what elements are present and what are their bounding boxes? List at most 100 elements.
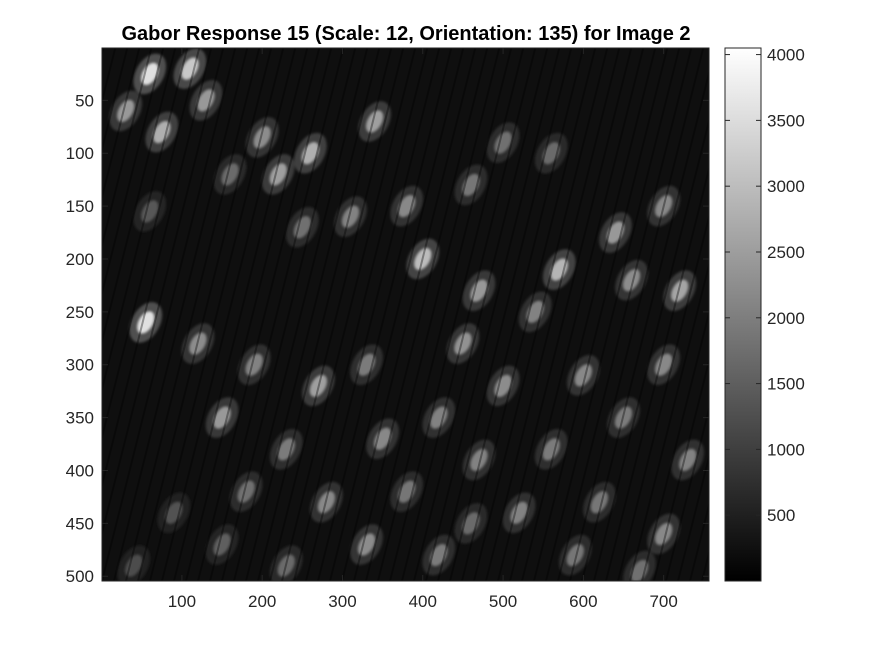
texture-stripe <box>389 48 525 581</box>
texture-stripe <box>425 48 561 581</box>
blob-core <box>414 248 432 270</box>
blob-core <box>141 200 159 223</box>
y-tick-label: 350 <box>66 409 94 428</box>
heatmap-blob <box>566 355 600 396</box>
blob-core <box>253 126 271 149</box>
texture-stripe <box>593 116 709 581</box>
heatmap-blob <box>599 212 632 253</box>
colorbar-tick-label: 1000 <box>767 440 805 459</box>
heatmap-blob <box>390 471 424 512</box>
texture-stripe <box>497 48 633 581</box>
texture-stripe <box>545 48 681 581</box>
blob-core <box>197 89 215 112</box>
heatmap-blob <box>486 365 520 407</box>
heatmap-blob <box>157 492 191 534</box>
heatmap-blob <box>422 534 456 576</box>
blob-core <box>494 374 512 397</box>
heatmap-blobs <box>109 48 705 581</box>
blob-core <box>153 121 171 144</box>
heatmap-blob <box>245 117 279 158</box>
blob-core <box>430 406 448 429</box>
texture-stripe <box>485 48 621 581</box>
heatmap-blob <box>181 323 215 364</box>
blob-core <box>542 438 560 461</box>
texture-stripe <box>161 48 297 581</box>
texture-stripe <box>437 48 573 581</box>
blob-core <box>590 491 608 514</box>
y-tick-label: 400 <box>66 461 94 480</box>
texture-stripe <box>245 48 381 581</box>
heatmap-blob <box>350 344 383 386</box>
heatmap-blob <box>446 323 480 364</box>
heatmap-texture <box>0 48 709 581</box>
blob-core <box>237 480 255 503</box>
texture-stripe <box>102 48 213 490</box>
texture-stripe <box>102 48 129 154</box>
texture-stripe <box>521 48 657 581</box>
heatmap-blob <box>269 545 303 581</box>
texture-stripe <box>102 48 141 202</box>
texture-stripe <box>209 48 345 581</box>
blob-core <box>622 269 641 292</box>
heatmap-blob <box>302 365 335 407</box>
heatmap-blob <box>213 154 247 195</box>
texture-stripe <box>102 48 177 346</box>
blob-core <box>494 131 512 154</box>
blob-core <box>245 353 263 376</box>
texture-stripe <box>221 48 357 581</box>
texture-stripe <box>557 48 693 581</box>
blob-core <box>470 279 488 302</box>
x-tick-label: 100 <box>168 592 196 611</box>
texture-stripe <box>0 48 7 581</box>
heatmap-blob <box>542 249 576 290</box>
texture-stripe <box>113 48 249 581</box>
heatmap-blob <box>422 397 456 438</box>
y-tick-label: 200 <box>66 250 94 269</box>
texture-stripe <box>533 48 669 581</box>
heatmap-blob <box>237 344 271 386</box>
colorbar-gradient <box>725 48 761 581</box>
texture-stripe <box>665 404 709 581</box>
blob-core <box>606 221 624 244</box>
y-tick-label: 250 <box>66 303 94 322</box>
x-axis: 100 200 300 400 500 600 700 <box>168 48 678 611</box>
texture-stripe <box>341 48 477 581</box>
heatmap-blob <box>406 238 440 280</box>
texture-stripe <box>281 48 417 581</box>
y-tick-label: 500 <box>66 567 94 586</box>
x-tick-label: 400 <box>409 592 437 611</box>
blob-core <box>117 99 135 122</box>
colorbar: 500 1000 1500 2000 2500 3000 3500 4000 <box>724 46 805 582</box>
y-axis: 50 100 150 200 250 300 350 400 450 500 <box>66 91 709 586</box>
blob-core <box>358 353 376 376</box>
texture-stripe <box>353 48 489 581</box>
x-tick-label: 700 <box>649 592 677 611</box>
texture-stripe <box>257 48 393 581</box>
heatmap-blob <box>663 270 697 312</box>
texture-stripe <box>102 48 117 106</box>
texture-stripe <box>293 48 429 581</box>
texture-stripe <box>149 48 285 581</box>
texture-stripe <box>677 452 709 581</box>
texture-stripe <box>0 48 55 581</box>
heatmap-blob <box>133 53 167 95</box>
texture-stripe <box>329 48 465 581</box>
heatmap-blob <box>454 164 488 206</box>
heatmap-blob <box>647 344 681 386</box>
colorbar-ticks: 500 1000 1500 2000 2500 3000 3500 4000 <box>725 46 805 525</box>
texture-stripe <box>0 48 31 581</box>
blob-core <box>221 163 239 186</box>
heatmap-blob <box>454 503 488 544</box>
blob-core <box>141 62 159 85</box>
blob-core <box>462 173 480 196</box>
blob-core <box>550 258 568 281</box>
texture-stripe <box>377 48 513 581</box>
x-tick-label: 300 <box>328 592 356 611</box>
heatmap-blob <box>350 524 383 565</box>
heatmap-blob <box>462 270 496 312</box>
blob-core <box>671 279 689 302</box>
texture-stripe <box>233 48 369 581</box>
heatmap-blob <box>310 481 343 523</box>
heatmap-blob <box>229 471 263 512</box>
